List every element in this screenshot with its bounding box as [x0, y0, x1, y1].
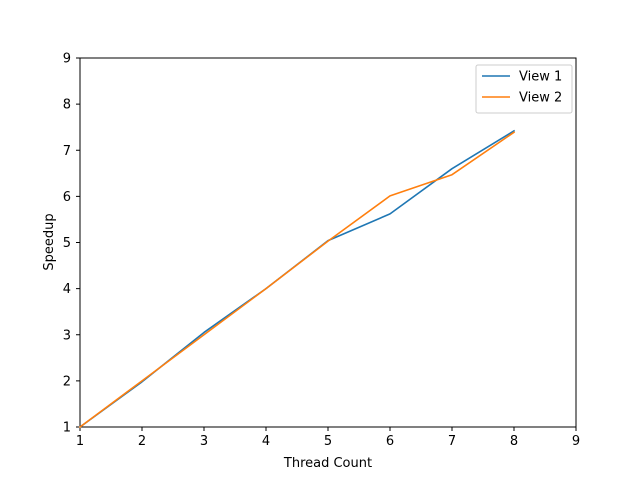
- series-line-2: [78, 131, 516, 429]
- y-tick-label: 9: [63, 52, 71, 67]
- y-tick-label: 2: [63, 374, 71, 389]
- x-tick-label: 2: [138, 434, 146, 449]
- x-tick-label: 9: [572, 434, 580, 449]
- x-tick-label: 5: [324, 434, 332, 449]
- y-tick-label: 5: [63, 236, 71, 251]
- y-tick-label: 4: [63, 282, 71, 297]
- x-tick-label: 4: [262, 434, 270, 449]
- x-tick-label: 3: [200, 434, 208, 449]
- x-tick-label: 6: [386, 434, 394, 449]
- legend: View 1 View 2: [475, 64, 573, 114]
- y-tick-label: 6: [63, 190, 71, 205]
- y-tick-label: 8: [63, 98, 71, 113]
- x-tick-label: 8: [510, 434, 518, 449]
- y-tick-label: 1: [63, 421, 71, 436]
- x-tick-label: 7: [448, 434, 456, 449]
- x-tick-label: 1: [76, 434, 84, 449]
- legend-label: View 1: [519, 70, 562, 85]
- y-axis: 1 2 3 4 5 6 7 8 9: [63, 52, 80, 436]
- y-tick-label: 7: [63, 144, 71, 159]
- x-axis-label: Thread Count: [283, 456, 372, 471]
- legend-frame: [475, 64, 573, 114]
- y-axis-label: Speedup: [42, 213, 57, 270]
- x-axis: 1 2 3 4 5 6 7 8 9: [76, 427, 580, 449]
- series-lines: [78, 129, 516, 429]
- legend-label: View 2: [519, 91, 562, 106]
- y-tick-label: 3: [63, 328, 71, 343]
